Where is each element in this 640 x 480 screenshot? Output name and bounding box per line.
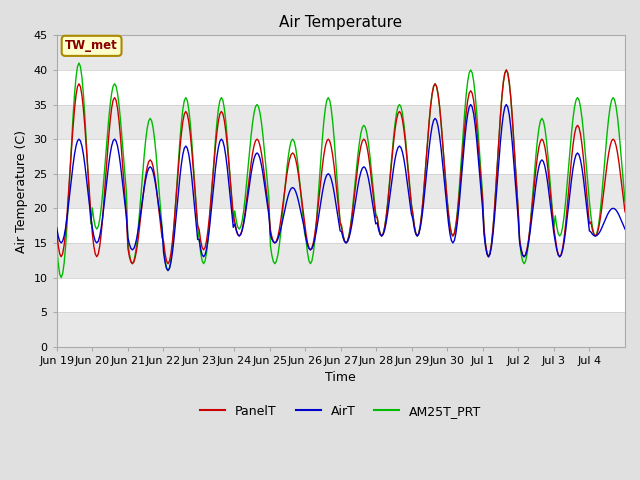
PanelT [129, 261, 136, 266]
AirT [53, 225, 61, 230]
Bar [57, 208, 625, 243]
Bar [57, 105, 625, 139]
AM25T_PRT [74, 64, 81, 70]
AirT [72, 143, 80, 149]
AM25T_PRT [93, 226, 100, 232]
Title: Air Temperature: Air Temperature [279, 15, 403, 30]
AirT [620, 223, 627, 228]
Bar [57, 312, 625, 347]
Bar [57, 36, 625, 70]
AirT [347, 229, 355, 235]
PanelT [53, 228, 61, 234]
Bar [57, 243, 625, 277]
Bar [57, 139, 625, 174]
PanelT [90, 243, 98, 249]
Bar [57, 70, 625, 105]
Bar [57, 174, 625, 208]
X-axis label: Time: Time [326, 372, 356, 384]
AirT [621, 226, 629, 232]
Text: TW_met: TW_met [65, 39, 118, 52]
AirT [467, 102, 474, 108]
AirT [460, 153, 467, 159]
AM25T_PRT [620, 182, 627, 188]
AirT [90, 233, 98, 239]
AirT [545, 193, 553, 199]
Bar [57, 277, 625, 312]
PanelT [621, 209, 629, 215]
Y-axis label: Air Temperature (C): Air Temperature (C) [15, 130, 28, 252]
AM25T_PRT [545, 169, 553, 175]
AM25T_PRT [621, 199, 629, 204]
PanelT [502, 67, 510, 73]
AM25T_PRT [75, 60, 83, 66]
PanelT [545, 180, 553, 186]
Legend: PanelT, AirT, AM25T_PRT: PanelT, AirT, AM25T_PRT [195, 400, 486, 423]
PanelT [460, 142, 467, 147]
AM25T_PRT [348, 211, 356, 216]
Line: AM25T_PRT: AM25T_PRT [57, 63, 625, 277]
AM25T_PRT [53, 243, 61, 249]
AM25T_PRT [58, 275, 65, 280]
PanelT [620, 197, 627, 203]
PanelT [72, 93, 80, 98]
AirT [164, 268, 172, 274]
PanelT [347, 225, 355, 230]
Line: PanelT: PanelT [57, 70, 625, 264]
AM25T_PRT [461, 108, 468, 114]
Line: AirT: AirT [57, 105, 625, 271]
